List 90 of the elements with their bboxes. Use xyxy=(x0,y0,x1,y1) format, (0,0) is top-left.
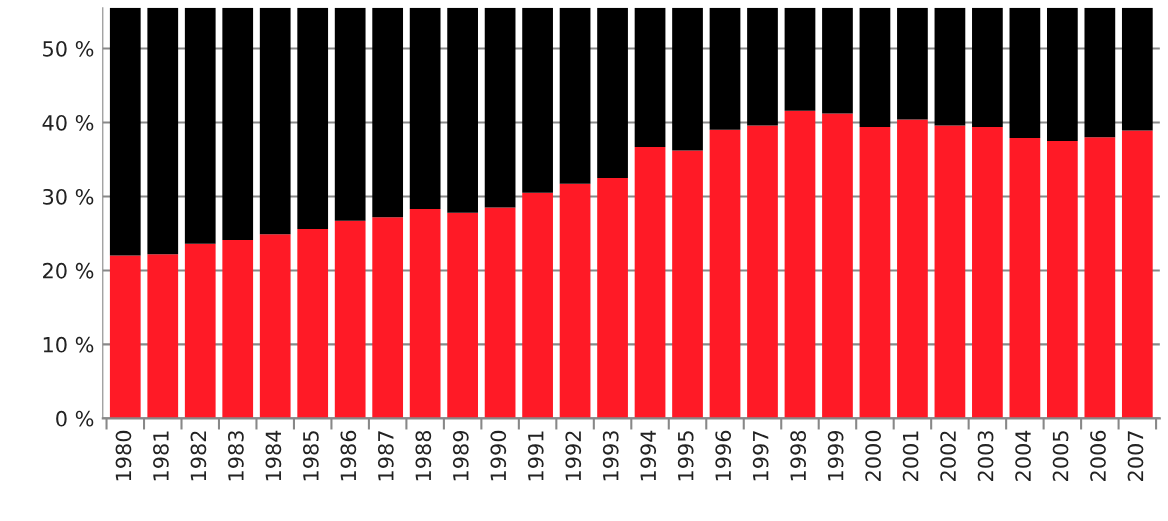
bar xyxy=(184,7,216,244)
bar xyxy=(747,7,778,126)
bar xyxy=(409,209,441,419)
bar xyxy=(259,234,291,419)
x-tick-label: 1983 xyxy=(228,431,244,481)
x-tick-label: 2003 xyxy=(977,431,994,481)
bar xyxy=(334,220,366,419)
bar xyxy=(484,207,516,419)
bar xyxy=(597,177,628,419)
bar xyxy=(297,228,329,419)
bar xyxy=(709,7,741,130)
bar xyxy=(372,217,404,419)
y-tick-label: 30 % xyxy=(43,188,94,205)
bar xyxy=(559,183,591,419)
bar xyxy=(184,243,216,419)
x-tick-label: 1987 xyxy=(377,431,394,481)
x-tick-label: 1993 xyxy=(602,431,619,481)
x-tick-label: 1999 xyxy=(827,430,844,481)
x-tick-label: 1985 xyxy=(302,431,319,481)
bar xyxy=(634,146,666,419)
y-tick-label: 0 % xyxy=(56,410,94,427)
bar xyxy=(522,7,553,193)
bar xyxy=(447,212,478,419)
bar xyxy=(559,7,591,184)
x-tick-label: 1992 xyxy=(565,431,582,481)
bar xyxy=(1047,7,1078,141)
bar xyxy=(784,110,816,419)
bar xyxy=(522,192,553,419)
x-tick-label: 1980 xyxy=(115,430,132,481)
x-tick-label: 1984 xyxy=(265,430,282,481)
bar xyxy=(1009,138,1041,419)
bar xyxy=(447,7,478,213)
y-tick-label: 20 % xyxy=(43,262,94,279)
x-tick-label: 2000 xyxy=(865,430,881,481)
bar xyxy=(934,125,966,419)
bar xyxy=(709,129,741,419)
x-tick-label: 1982 xyxy=(190,431,207,481)
bar xyxy=(747,125,778,419)
x-tick-label: 2005 xyxy=(1052,431,1069,481)
bar xyxy=(1009,7,1041,139)
x-tick-label: 1981 xyxy=(153,431,169,481)
x-tick-label: 1986 xyxy=(340,430,357,481)
bar xyxy=(147,7,179,255)
bar xyxy=(597,7,628,178)
x-tick-label: 1996 xyxy=(715,430,732,481)
x-tick-label: 2007 xyxy=(1127,431,1144,481)
x-tick-label: 1995 xyxy=(677,431,694,481)
bar xyxy=(222,7,254,241)
bar xyxy=(147,254,179,419)
bar xyxy=(334,7,366,221)
bar xyxy=(1084,7,1116,138)
bar xyxy=(409,7,441,210)
bar xyxy=(1121,7,1153,131)
bar xyxy=(822,113,853,419)
bar xyxy=(672,7,703,151)
bar xyxy=(897,119,928,419)
y-tick-label: 10 % xyxy=(43,336,94,353)
bar xyxy=(109,255,141,419)
x-tick-label: 2001 xyxy=(902,431,919,481)
bar xyxy=(372,7,404,218)
bar xyxy=(859,126,891,419)
bar xyxy=(672,150,703,419)
x-tick-label: 1998 xyxy=(790,430,807,481)
bar xyxy=(784,7,816,111)
bar xyxy=(222,240,254,419)
bar xyxy=(1084,137,1116,419)
x-tick-label: 1991 xyxy=(527,431,544,481)
y-tick-label: 50 % xyxy=(43,40,94,57)
x-tick-label: 1997 xyxy=(752,431,769,481)
bar xyxy=(822,7,853,114)
bar xyxy=(259,7,291,235)
bar xyxy=(297,7,329,229)
x-tick-label: 1994 xyxy=(640,430,657,481)
bar xyxy=(972,7,1003,127)
x-tick-label: 1990 xyxy=(490,430,507,481)
bar xyxy=(934,7,966,126)
bar xyxy=(897,7,928,120)
bar xyxy=(484,7,516,208)
bar xyxy=(1121,130,1153,419)
x-tick-label: 1988 xyxy=(415,430,432,481)
x-tick-label: 2004 xyxy=(1015,430,1031,481)
x-tick-label: 2002 xyxy=(940,431,956,481)
x-tick-label: 1989 xyxy=(452,430,469,481)
y-tick-label: 40 % xyxy=(42,114,94,131)
bar xyxy=(1047,140,1078,419)
bar xyxy=(859,7,891,127)
x-tick-label: 2006 xyxy=(1090,430,1106,481)
bar xyxy=(972,126,1003,419)
bar xyxy=(109,7,141,256)
bar xyxy=(634,7,666,147)
